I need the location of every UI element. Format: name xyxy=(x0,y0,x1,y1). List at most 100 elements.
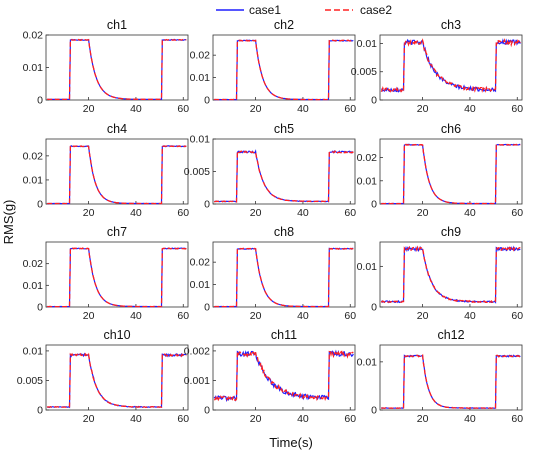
series-line-case1 xyxy=(47,40,186,100)
subplot-ch3: ch3 0 0.005 0.01 20 40 60 xyxy=(351,18,524,115)
y-axis-label: RMS(g) xyxy=(1,200,16,245)
x-tick-label: 60 xyxy=(511,207,523,219)
y-tick-label: 0.01 xyxy=(357,261,378,273)
x-tick-label: 40 xyxy=(297,310,309,322)
subplot-title: ch3 xyxy=(441,18,461,32)
subplot-ch9: ch9 0 0.01 20 40 60 xyxy=(357,225,524,322)
x-tick-label: 40 xyxy=(297,207,309,219)
subplot-title: ch7 xyxy=(107,225,127,239)
axes-box xyxy=(46,242,188,307)
y-tick-label: 0.01 xyxy=(190,72,211,84)
x-tick-label: 40 xyxy=(464,103,476,115)
y-tick-label: 0 xyxy=(204,95,210,107)
y-tick-label: 0.005 xyxy=(184,166,210,178)
x-tick-label: 40 xyxy=(464,310,476,322)
x-tick-label: 20 xyxy=(250,413,262,425)
x-tick-label: 20 xyxy=(417,207,429,219)
y-tick-label: 0 xyxy=(204,405,210,417)
x-tick-label: 60 xyxy=(344,310,356,322)
subplot-title: ch8 xyxy=(274,225,294,239)
series-line-case2 xyxy=(47,146,186,204)
x-tick-label: 60 xyxy=(511,103,523,115)
series-line-case2 xyxy=(381,40,520,92)
y-tick-label: 0.02 xyxy=(23,258,44,270)
x-tick-label: 40 xyxy=(464,207,476,219)
y-tick-label: 0 xyxy=(37,405,43,417)
y-tick-label: 0.005 xyxy=(351,66,377,78)
x-tick-label: 20 xyxy=(250,310,262,322)
y-tick-label: 0 xyxy=(37,199,43,211)
series-line-case2 xyxy=(47,354,186,408)
x-tick-label: 60 xyxy=(511,310,523,322)
axes-box xyxy=(380,345,522,410)
x-tick-label: 60 xyxy=(177,103,189,115)
subplot-ch5: ch5 0 0.005 0.01 20 40 60 xyxy=(184,122,357,219)
series-line-case2 xyxy=(47,40,186,100)
y-tick-label: 0.01 xyxy=(23,345,44,357)
axes-box xyxy=(213,139,355,204)
x-tick-label: 20 xyxy=(417,103,429,115)
x-tick-label: 60 xyxy=(177,207,189,219)
subplot-title: ch10 xyxy=(103,328,130,342)
subplot-title: ch2 xyxy=(274,18,294,32)
subplot-ch4: ch400.010.0220 40 60 xyxy=(23,122,190,219)
y-tick-label: 0 xyxy=(37,95,43,107)
series-line-case2 xyxy=(381,144,520,203)
subplot-title: ch1 xyxy=(107,18,127,32)
x-tick-label: 60 xyxy=(177,413,189,425)
y-tick-label: 0.02 xyxy=(23,150,44,162)
series-line-case1 xyxy=(381,144,520,203)
series-line-case1 xyxy=(214,248,353,306)
y-tick-label: 0.01 xyxy=(357,175,378,187)
subplot-title: ch9 xyxy=(441,225,461,239)
series-line-case1 xyxy=(47,354,186,408)
series-line-case1 xyxy=(47,146,186,204)
y-tick-label: 0.002 xyxy=(184,345,210,357)
x-tick-label: 60 xyxy=(511,413,523,425)
y-tick-label: 0.02 xyxy=(190,257,211,269)
series-line-case1 xyxy=(214,151,353,202)
subplot-ch12: ch1200.0120 40 60 xyxy=(357,328,524,425)
axes-box xyxy=(380,139,522,204)
y-tick-label: 0.01 xyxy=(357,356,378,368)
x-tick-label: 20 xyxy=(417,413,429,425)
x-tick-label: 20 xyxy=(417,310,429,322)
x-tick-label: 20 xyxy=(83,310,95,322)
y-tick-label: 0.001 xyxy=(184,375,210,387)
x-tick-label: 40 xyxy=(130,103,142,115)
y-tick-label: 0.02 xyxy=(190,50,211,62)
series-line-case1 xyxy=(214,40,353,99)
x-tick-label: 60 xyxy=(344,207,356,219)
y-tick-label: 0.02 xyxy=(23,30,44,42)
series-line-case2 xyxy=(47,248,186,307)
subplot-ch6: ch600.010.0220 40 60 xyxy=(357,122,524,219)
x-tick-label: 40 xyxy=(130,310,142,322)
series-line-case1 xyxy=(381,247,520,302)
x-tick-label: 40 xyxy=(130,207,142,219)
x-tick-label: 60 xyxy=(344,413,356,425)
x-tick-label: 40 xyxy=(297,103,309,115)
x-tick-label: 40 xyxy=(297,413,309,425)
y-tick-label: 0.02 xyxy=(357,152,378,164)
y-tick-label: 0 xyxy=(204,199,210,211)
series-line-case1 xyxy=(47,248,186,307)
x-tick-label: 40 xyxy=(130,413,142,425)
subplot-title: ch12 xyxy=(437,328,464,342)
subplot-title: ch5 xyxy=(274,122,294,136)
subplot-ch11: ch11 0 0.001 0.002 20 40 60 xyxy=(184,328,357,425)
axes-box xyxy=(380,242,522,307)
y-tick-label: 0 xyxy=(204,302,210,314)
y-tick-label: 0 xyxy=(371,199,377,211)
series-line-case1 xyxy=(214,351,353,400)
legend-label-case2: case2 xyxy=(360,3,392,17)
legend: case1 case2 xyxy=(216,3,392,17)
y-tick-label: 0.01 xyxy=(190,134,211,146)
y-tick-label: 0.01 xyxy=(23,174,44,186)
y-tick-label: 0.01 xyxy=(357,38,378,50)
subplot-ch10: ch10 0 0.005 0.01 20 40 60 xyxy=(17,328,190,425)
series-line-case2 xyxy=(381,355,520,408)
series-line-case2 xyxy=(214,40,353,99)
x-tick-label: 40 xyxy=(464,413,476,425)
y-tick-label: 0 xyxy=(371,95,377,107)
